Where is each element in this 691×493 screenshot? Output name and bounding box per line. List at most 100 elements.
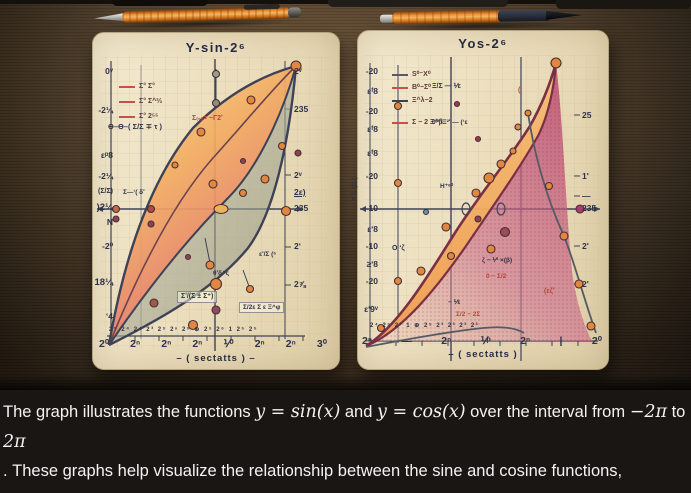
caption-text: to — [667, 403, 686, 421]
y-axis-rotated-label: Υ Ξ. (Ο.( — [352, 177, 358, 201]
y-axis-tick-label-right: 235 — [294, 203, 309, 213]
x-tick: 2ⁿ — [192, 338, 203, 350]
caption: The graph illustrates the functions y = … — [0, 390, 691, 493]
background-pen-partial-1 — [112, 0, 208, 6]
desk-photo: Y-sin-2⁶ 0ᵛ -2¼ εᵖ8 -2¼ (Σ/Σ) )2¼ Ν -2⁰ … — [0, 0, 691, 390]
background-pen-partial-2 — [328, 0, 508, 7]
pen-cap — [287, 7, 302, 18]
y-axis-tick-label: -20 — [365, 106, 378, 116]
y-axis-tick-label: ≥ʹ8 — [366, 259, 378, 269]
plot-annotation: Η⁺ᵉ⁰ — [440, 183, 454, 190]
y-axis-tick-label-right: 2ᵛ — [294, 66, 302, 76]
y-axis-tick-label: εᵖ8 — [100, 150, 113, 160]
legend-label: S⁰⁻X⁰ — [412, 71, 431, 78]
y-axis-tick-label-right: 235 — [294, 104, 309, 114]
cosine-hatch-texture — [366, 63, 592, 346]
y-axis-tick-label-right: 25 — [582, 110, 592, 120]
x-tick: 2ⁿ — [285, 338, 296, 350]
orange-pen-right — [379, 5, 582, 32]
plot-annotation: Ξ/Σ — ⅟ε — [432, 83, 461, 90]
pen-grip — [497, 9, 551, 22]
plot-annotation: (ʻ — [518, 87, 523, 94]
legend-label: Σ° Σ° — [139, 83, 155, 90]
y-axis-tick-label: Ν — [106, 217, 113, 227]
plot-annotation: Σ/2ε Σ ε Ξ^φ — [239, 302, 285, 314]
x-tick: 2ⁿ — [161, 338, 172, 350]
y-axis-tick-label: -2¼ — [98, 105, 113, 115]
sine-leaf-orange-fill — [109, 66, 296, 345]
plot-annotation: Σ₍₆₎= −Γ2ʹ — [192, 115, 223, 122]
y-axis-tick-label-right: 2ʹ — [294, 241, 301, 251]
x-axis-minor-ticks: 2⁴ 2⁵ 2³ 1 ⊕ 2⁵ 2³ 2³ 2³ 2³ — [370, 323, 480, 329]
cosine-data-dots — [376, 57, 596, 333]
y-axis-tick-label: εᶠ8 — [367, 124, 378, 134]
plot-annotation: 0ᵗ²ʹ/Ξ²ʹ — (ʻε — [432, 119, 468, 126]
x-tick: 2ⁿ — [254, 338, 265, 350]
legend-swatch — [392, 121, 408, 124]
legend-label: Σ − 2 Ξ^β — [412, 119, 443, 126]
y-axis-tick-label: 0ᵛ — [105, 66, 113, 76]
caption-math: y = cos(x) — [377, 402, 466, 422]
y-axis-tick-label: -10 — [365, 241, 378, 251]
plot-annotation: ϴ–ϴ–( Σ/Σ ∓ τ ) — [108, 122, 163, 131]
pen-tip — [94, 13, 124, 22]
x-axis-minor-ticks: 2⁵ 2⁴ 2⁴ 2³ 2⁵ 2ⁿ 2⁵ ⊕ 2⁵ 2⁶ 1 2⁵ 2⁵ — [109, 327, 259, 333]
x-axis-title: – ( sectatts ) – — [176, 353, 256, 364]
plot-annotation: − ⅟ε — [448, 299, 461, 306]
y-axis-tick-label: εᶠ8 — [367, 148, 378, 158]
legend-swatch — [392, 86, 408, 89]
legend-item: Ξ^λ−2 — [392, 97, 432, 104]
legend-swatch — [119, 115, 135, 118]
background-pen-partial-3 — [556, 0, 691, 9]
x-tick: 2ⁿ — [520, 335, 531, 347]
y-axis-tick-label-right: 2' — [582, 241, 589, 251]
legend-swatch — [392, 99, 408, 102]
plot-annotation: 0 − Σ/2 — [486, 273, 507, 280]
x-axis-title: – ( sectatts ) — [448, 349, 518, 360]
y-axis-tick-label: 18¼ — [94, 277, 114, 288]
y-axis-tick-label: εʹ9ᵛ — [364, 304, 378, 314]
legend-item: Σ − 2 Ξ^β — [392, 119, 443, 126]
y-axis-tick-label: -20 — [365, 66, 378, 76]
plot-annotation: Σʹ/(Σ ± Σ⁺) — [177, 291, 218, 303]
caption-math: y = sin(x) — [255, 402, 341, 422]
y-axis-tick-label: -10 — [365, 203, 378, 213]
y-axis-tick-label: (Σ/Σ) — [97, 188, 113, 195]
sine-data-dots — [111, 60, 302, 331]
caption-text: The graph illustrates the functions — [3, 403, 256, 421]
legend-label: B⁰−Σ⁰ — [412, 84, 431, 91]
legend-label: Σ° Σ^⅔ — [139, 98, 163, 105]
x-tick: 3⁰ — [316, 338, 327, 350]
legend-item: Σ° 2⁵⁵ — [119, 113, 158, 120]
y-axis-tick-label: -20 — [365, 171, 378, 181]
y-axis-tick-label: εᶠ8 — [367, 86, 378, 96]
legend-item: S⁰⁻X⁰ — [392, 71, 431, 78]
legend-item: Σ° Σ° — [119, 83, 155, 90]
x-tick: ⅟ᵖ — [480, 335, 491, 347]
y-axis-tick-label: -2¼ — [98, 171, 113, 181]
caption-math: 2π — [3, 432, 26, 453]
sine-plot-canvas — [97, 55, 331, 351]
plot-annotation: Σ—ʻ( δʹ — [123, 189, 145, 196]
x-tick: 2ⁿ — [441, 335, 452, 347]
legend-item: Σ° Σ^⅔ — [119, 98, 162, 105]
x-tick: 2ⁿ — [362, 335, 372, 347]
pen-tip — [546, 10, 582, 20]
x-tick: 2⁰ — [591, 335, 602, 347]
plot-annotation: (εζʹ — [544, 288, 555, 295]
legend-item: B⁰−Σ⁰ — [392, 84, 431, 91]
sine-graph-card: Y-sin-2⁶ 0ᵛ -2¼ εᵖ8 -2¼ (Σ/Σ) )2¼ Ν -2⁰ … — [92, 32, 340, 370]
plot-annotation: Ο ʻζ — [392, 245, 405, 252]
x-axis-tick-labels: 2ⁿ — 2ⁿ ⅟ᵖ 2ⁿ | 2⁰ — [362, 335, 602, 347]
caption-text: . These graphs help visualize the relati… — [3, 462, 623, 493]
cosine-panel-title: Yos-2⁶ — [458, 36, 508, 51]
x-tick: — — [401, 335, 412, 347]
y-axis-tick-label-right: 235 — [582, 203, 597, 213]
y-axis-tick-label-right: 2⅞ — [294, 279, 306, 289]
legend-label: Σ° 2⁵⁵ — [139, 113, 159, 120]
cosine-graph-card: Yos-2⁶ -20 εᶠ8 -20 εᶠ8 εᶠ8 -20 -10 εʹ8 -… — [352, 30, 609, 370]
y-axis-tick-label: )2¼ — [96, 202, 113, 213]
plot-annotation: ζ − ⅟³ ×(β) — [482, 257, 513, 264]
y-axis-tick-label: ʻ4 — [105, 311, 113, 321]
plot-annotation: εʹ/Σ (⁵ — [259, 251, 277, 258]
